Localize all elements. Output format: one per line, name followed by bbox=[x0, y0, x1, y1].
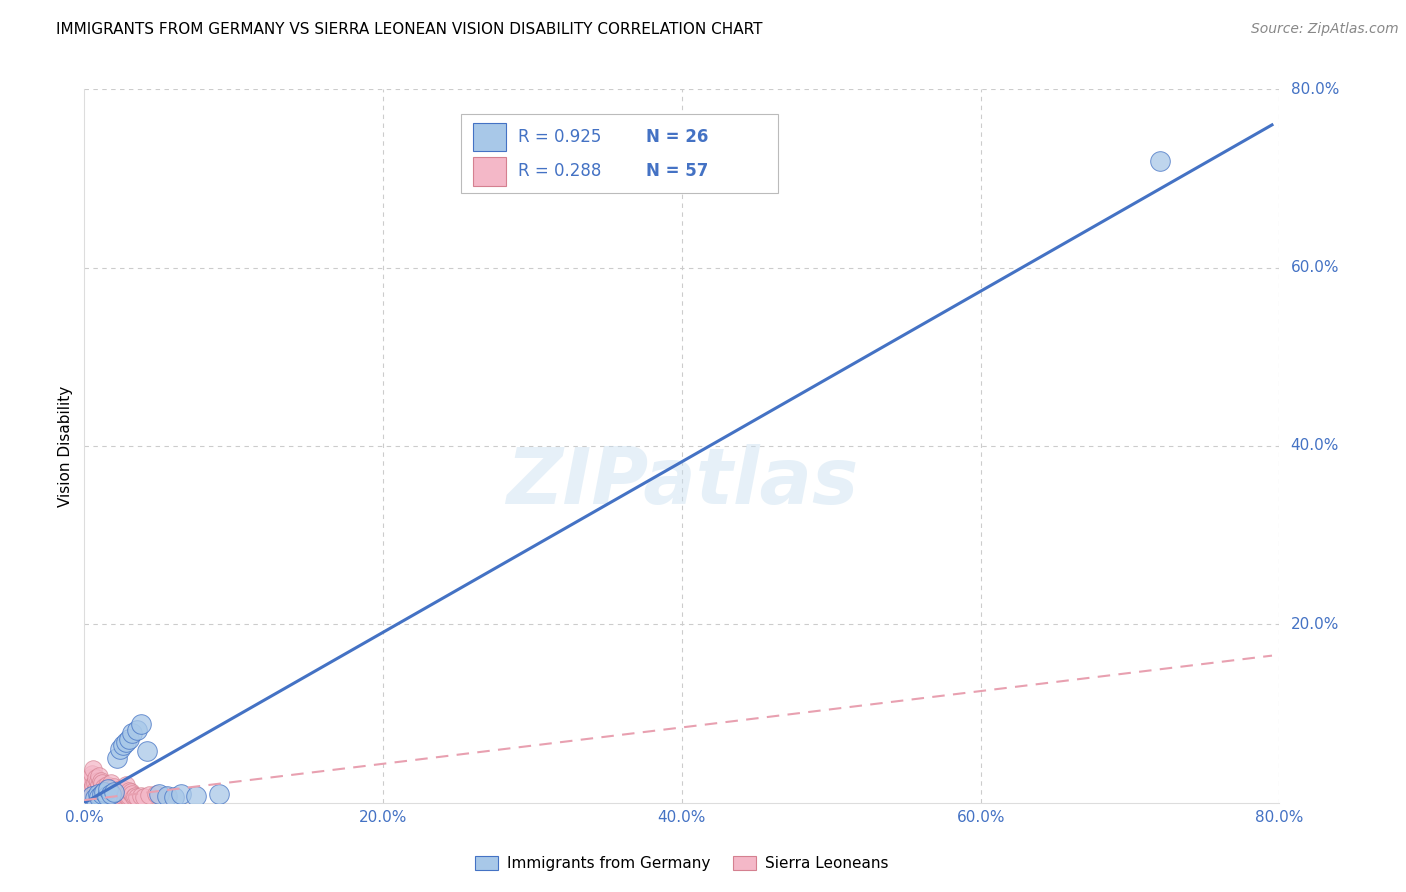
Point bbox=[132, 789, 156, 804]
Point bbox=[86, 781, 108, 796]
Point bbox=[93, 780, 115, 794]
Point bbox=[97, 782, 120, 797]
Point bbox=[89, 785, 111, 799]
Point bbox=[145, 787, 167, 801]
Point bbox=[115, 735, 138, 749]
Point bbox=[91, 787, 114, 801]
FancyBboxPatch shape bbox=[472, 123, 506, 152]
Point bbox=[91, 776, 114, 790]
Point bbox=[80, 782, 103, 797]
Text: N = 57: N = 57 bbox=[645, 162, 709, 180]
Point bbox=[124, 789, 146, 803]
Point bbox=[77, 780, 100, 794]
Point bbox=[170, 787, 193, 801]
Point bbox=[101, 785, 124, 799]
Point bbox=[96, 784, 118, 798]
Point bbox=[1149, 153, 1171, 168]
Point bbox=[114, 788, 136, 802]
Point bbox=[87, 787, 110, 801]
FancyBboxPatch shape bbox=[472, 157, 506, 186]
Point bbox=[118, 784, 141, 798]
Point bbox=[186, 789, 208, 803]
Point bbox=[82, 778, 104, 792]
Text: ZIPatlas: ZIPatlas bbox=[506, 443, 858, 520]
Point bbox=[100, 787, 122, 801]
Point bbox=[125, 789, 148, 804]
Point bbox=[82, 762, 104, 776]
Point bbox=[105, 751, 128, 765]
Point bbox=[122, 789, 145, 804]
Text: R = 0.925: R = 0.925 bbox=[519, 128, 602, 146]
Point bbox=[121, 787, 143, 801]
Point bbox=[87, 773, 110, 788]
Point bbox=[208, 787, 231, 801]
Point bbox=[115, 778, 138, 792]
Text: Source: ZipAtlas.com: Source: ZipAtlas.com bbox=[1251, 22, 1399, 37]
Text: 80.0%: 80.0% bbox=[1291, 82, 1339, 96]
Point bbox=[110, 782, 132, 797]
Point bbox=[107, 789, 129, 804]
Point bbox=[100, 776, 122, 790]
Point bbox=[97, 780, 120, 794]
Point bbox=[155, 789, 177, 803]
Point bbox=[80, 767, 103, 781]
Point bbox=[94, 781, 117, 796]
Point bbox=[98, 787, 121, 801]
Point bbox=[138, 788, 160, 802]
Point bbox=[118, 731, 141, 746]
Point bbox=[98, 782, 121, 797]
Point bbox=[76, 785, 98, 799]
Text: 40.0%: 40.0% bbox=[1291, 439, 1339, 453]
Point bbox=[129, 717, 152, 731]
Text: IMMIGRANTS FROM GERMANY VS SIERRA LEONEAN VISION DISABILITY CORRELATION CHART: IMMIGRANTS FROM GERMANY VS SIERRA LEONEA… bbox=[56, 22, 762, 37]
Point bbox=[91, 787, 114, 801]
Point bbox=[94, 787, 117, 801]
Point bbox=[103, 785, 125, 799]
Point bbox=[120, 785, 142, 799]
Text: N = 26: N = 26 bbox=[645, 128, 709, 146]
Point bbox=[148, 787, 170, 801]
Point bbox=[83, 791, 105, 805]
Point bbox=[103, 787, 125, 801]
Point bbox=[89, 769, 111, 783]
Point bbox=[104, 785, 127, 799]
Point bbox=[121, 726, 143, 740]
Point bbox=[77, 773, 100, 788]
Point bbox=[118, 789, 141, 803]
Point bbox=[79, 771, 101, 785]
Point bbox=[111, 788, 134, 802]
Point bbox=[80, 789, 103, 803]
Point bbox=[90, 781, 112, 796]
Point bbox=[115, 787, 138, 801]
Point bbox=[125, 723, 148, 737]
Point bbox=[112, 782, 135, 797]
Point bbox=[86, 771, 108, 785]
Point bbox=[96, 778, 118, 792]
Point bbox=[93, 785, 115, 799]
Y-axis label: Vision Disability: Vision Disability bbox=[58, 385, 73, 507]
Legend: Immigrants from Germany, Sierra Leoneans: Immigrants from Germany, Sierra Leoneans bbox=[468, 850, 896, 877]
FancyBboxPatch shape bbox=[461, 114, 778, 193]
Text: 60.0%: 60.0% bbox=[1291, 260, 1339, 275]
Point bbox=[87, 783, 110, 797]
Point bbox=[136, 744, 159, 758]
Text: 20.0%: 20.0% bbox=[1291, 617, 1339, 632]
Point bbox=[163, 790, 186, 805]
Point bbox=[90, 773, 112, 788]
Text: R = 0.288: R = 0.288 bbox=[519, 162, 602, 180]
Point bbox=[129, 789, 152, 803]
Point bbox=[110, 742, 132, 756]
Point bbox=[89, 790, 111, 805]
Point bbox=[79, 787, 101, 801]
Point bbox=[117, 789, 139, 804]
Point bbox=[89, 778, 111, 792]
Point bbox=[112, 738, 135, 752]
Point bbox=[83, 776, 105, 790]
Point bbox=[105, 787, 128, 801]
Point bbox=[83, 785, 105, 799]
Point bbox=[93, 785, 115, 799]
Point bbox=[96, 789, 118, 803]
Point bbox=[103, 780, 125, 794]
Point bbox=[155, 789, 177, 803]
